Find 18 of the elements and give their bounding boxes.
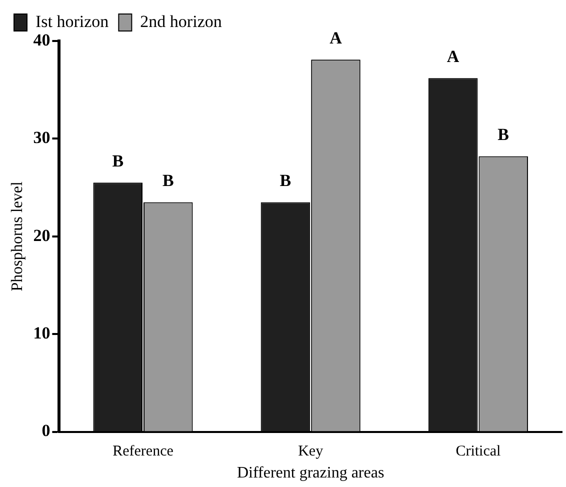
data-label: B xyxy=(162,171,174,190)
y-tick-label: 30 xyxy=(33,128,50,148)
x-tick-label: Critical xyxy=(456,444,501,460)
y-tick-label: 10 xyxy=(33,323,50,342)
y-tick-label: 40 xyxy=(33,30,50,50)
y-tick-label: 0 xyxy=(42,421,50,440)
data-label: A xyxy=(446,47,460,66)
x-tick-label: Reference xyxy=(112,444,174,460)
data-label: B xyxy=(280,171,292,190)
y-tick-label: 20 xyxy=(33,226,50,245)
x-tick-label: Key xyxy=(298,444,324,460)
legend-label: Ist horizon xyxy=(36,12,110,31)
data-label: B xyxy=(498,125,510,144)
y-axis-title: Phosphorus level xyxy=(8,180,26,292)
data-label: A xyxy=(330,28,343,48)
legend-label: 2nd horizon xyxy=(140,12,222,31)
x-axis-title: Different grazing areas xyxy=(237,464,384,482)
data-label: B xyxy=(112,152,124,171)
